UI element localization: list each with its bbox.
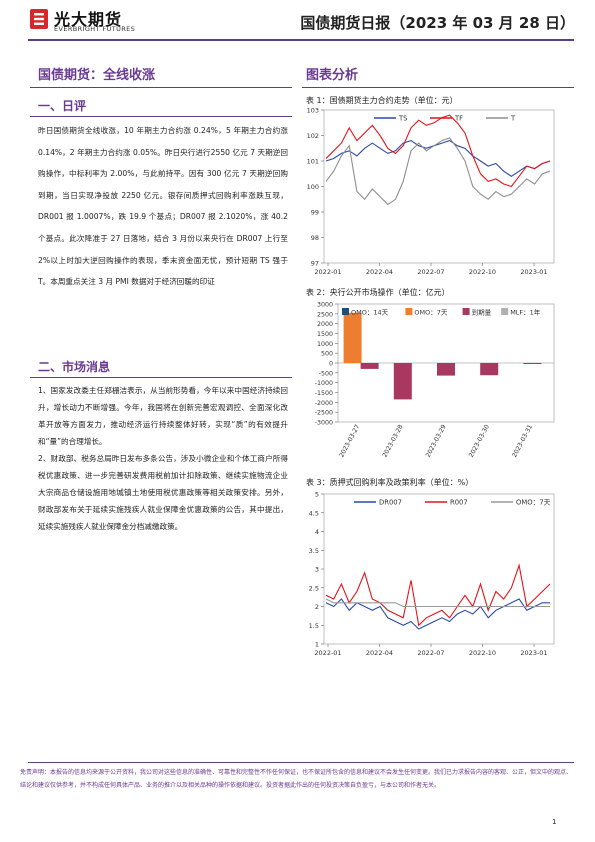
market-news-text: 1、国家发改委主任郑栅洁表示，从当前形势看，今年以来中国经济持续回升，增长动力不… [38, 382, 288, 535]
y-tick-label: 1.5 [309, 622, 319, 630]
legend-swatch [462, 308, 470, 315]
y-tick-label: 3000 [317, 302, 333, 309]
legend-label: T [510, 115, 516, 123]
y-tick-label: 5 [315, 491, 319, 499]
legend-label: MLF：1年 [510, 308, 541, 317]
daily-review-text: 昨日国债期货全线收涨，10 年期主力合约涨 0.24%，5 年期主力合约涨 0.… [38, 120, 288, 293]
y-tick-label: 101 [307, 158, 319, 166]
news-item-1: 1、国家发改委主任郑栅洁表示，从当前形势看，今年以来中国经济持续回升，增长动力不… [38, 386, 288, 446]
x-tick-label: 2023-03-31 [511, 424, 534, 459]
section1-heading: 一、日评 [38, 99, 87, 113]
legend-label: TS [398, 115, 407, 123]
legend-label: OMO：14天 [351, 309, 389, 317]
document-title: 国债期货日报（2023 年 03 月 28 日） [300, 14, 575, 32]
header-divider [28, 39, 574, 41]
y-tick-label: 99 [311, 209, 319, 217]
charts-divider [302, 87, 574, 88]
x-tick-label: 2023-03-28 [381, 424, 404, 459]
x-tick-label: 2022-01 [314, 649, 341, 657]
series-line-DR007 [325, 598, 550, 630]
x-tick-label: 2023-01 [520, 268, 547, 276]
y-tick-label: -3000 [315, 420, 333, 427]
y-tick-label: -1500 [315, 390, 333, 397]
section1-divider [30, 116, 292, 117]
y-tick-label: 1000 [317, 341, 333, 348]
x-tick-label: 2022-04 [366, 268, 393, 276]
repo-rate-chart: 1 1.5 2 2.5 3 3.5 4 4.5 5 2022-01 2022-04 2022-07 20… [309, 491, 555, 657]
series-line-T [325, 137, 551, 206]
chart3-caption: 表 3：质押式回购利率及政策利率（单位：%） [306, 478, 474, 487]
title-divider [30, 87, 292, 88]
charts-heading: 图表分析 [306, 68, 359, 83]
page-number: 1 [552, 818, 557, 826]
x-tick-label: 2023-03-30 [468, 424, 491, 459]
footer-divider [28, 762, 574, 763]
x-tick-label: 2023-03-27 [338, 424, 361, 459]
legend-label: OMO：7天 [414, 309, 447, 317]
legend-label: 到期量 [472, 309, 492, 317]
y-tick-label: -1000 [315, 380, 333, 387]
disclaimer: 免责声明：本报告的信息均来源于公开资料，我公司对这些信息的准确性、可靠性和完整性… [20, 769, 573, 789]
brand-logo-icon [30, 9, 48, 29]
y-tick-label: -2000 [315, 400, 333, 407]
y-tick-label: 98 [311, 234, 319, 242]
bar-到期量 [523, 363, 542, 364]
y-tick-label: 1 [315, 641, 319, 649]
section2-divider [30, 377, 292, 378]
x-tick-label: 2023-03-29 [425, 424, 448, 459]
open-market-ops-chart: 3000 2500 2000 1500 1000 500 0 -500 -1000 -1500 -2… [315, 302, 555, 459]
legend-label: OMO：7天 [516, 499, 551, 507]
y-tick-label: 3.5 [309, 547, 319, 555]
x-tick-label: 2022-07 [417, 268, 444, 276]
bar-到期量 [480, 363, 499, 376]
bar-到期量 [437, 363, 455, 376]
y-tick-label: 2 [315, 603, 319, 611]
y-tick-label: 1500 [317, 331, 333, 338]
report-title: 国债期货：全线收涨 [38, 68, 156, 83]
y-tick-label: -2500 [315, 410, 333, 417]
x-tick-label: 2022-10 [469, 268, 496, 276]
y-tick-label: 2000 [317, 321, 333, 328]
section2-heading: 二、市场消息 [38, 360, 111, 374]
y-tick-label: 4 [315, 528, 319, 536]
futures-price-chart: 97 98 99 100 101 102 103 2022-01 2022-04 2022-07 2… [307, 107, 555, 276]
y-tick-label: 103 [307, 107, 319, 115]
y-tick-label: 97 [311, 260, 319, 268]
series-line-TS [325, 139, 551, 177]
legend-label: R007 [450, 499, 468, 507]
y-tick-label: 2500 [317, 311, 333, 318]
y-tick-label: 2.5 [309, 584, 319, 592]
legend-swatch [342, 308, 349, 315]
legend-swatch [501, 308, 509, 315]
y-tick-label: 3 [315, 566, 319, 574]
series-line-R007 [325, 563, 551, 627]
series-line-TF [325, 114, 551, 188]
x-tick-label: 2022-04 [366, 649, 393, 657]
chart2-caption: 表 2：央行公开市场操作（单位：亿元） [306, 288, 450, 297]
y-tick-label: 500 [321, 351, 333, 358]
legend-swatch [405, 308, 413, 315]
y-tick-label: 4.5 [309, 509, 319, 517]
news-item-2: 2、财政部、税务总局昨日发布多条公告，涉及小微企业和个体工商户所得税优惠政策、进… [38, 454, 288, 531]
brand-name: 光大期货 [54, 10, 123, 29]
daily-review-paragraph: 昨日国债期货全线收涨，10 年期主力合约涨 0.24%，5 年期主力合约涨 0.… [38, 126, 288, 287]
legend-label: TF [454, 115, 463, 123]
x-tick-label: 2022-10 [469, 649, 496, 657]
y-tick-label: 102 [307, 132, 319, 140]
bar-到期量 [393, 363, 412, 400]
y-tick-label: 100 [307, 183, 319, 191]
y-tick-label: 0 [329, 361, 333, 368]
legend-label: DR007 [379, 499, 402, 507]
x-tick-label: 2022-07 [417, 649, 444, 657]
brand-name-en: EVERBRIGHT FUTURES [54, 25, 136, 33]
chart1-caption: 表 1：国债期货主力合约走势（单位：元） [306, 96, 458, 105]
x-tick-label: 2023-01 [520, 649, 547, 657]
bar-到期量 [360, 363, 379, 369]
bar-OMO：7天 [343, 312, 362, 363]
x-tick-label: 2022-01 [314, 268, 341, 276]
series-line-OMO：7天 [325, 598, 550, 608]
y-tick-label: -500 [319, 370, 333, 377]
